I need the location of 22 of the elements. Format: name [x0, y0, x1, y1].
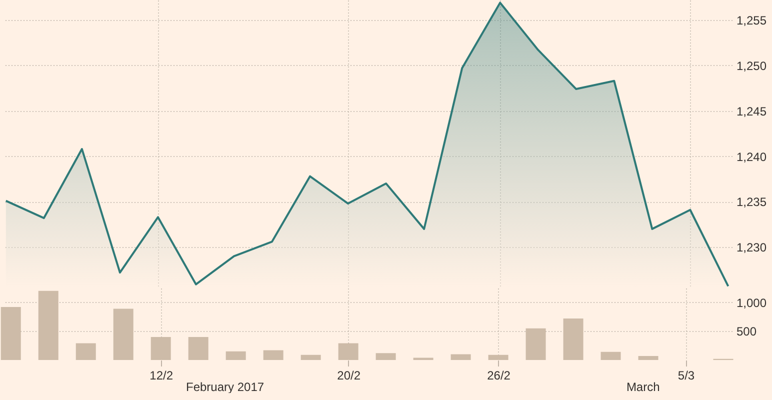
y-tick-label: 1,250	[736, 58, 767, 73]
bar	[263, 350, 284, 360]
bar	[300, 354, 321, 360]
text: March	[626, 380, 660, 394]
x-tick-label: 20/2	[337, 368, 361, 382]
bar	[450, 354, 471, 360]
bar	[600, 352, 621, 360]
bar	[376, 353, 396, 360]
bar	[188, 336, 208, 360]
y-tick-label: 1,255	[736, 13, 767, 28]
y-tick-label: 1,235	[736, 195, 767, 210]
bar	[76, 343, 96, 360]
x-tick-label: 12/2	[150, 368, 174, 382]
y-tick-label: 1,240	[736, 150, 767, 164]
x-tick-label: 26/2	[487, 368, 511, 382]
x-tick-label: 5/3	[678, 368, 695, 382]
y-tick-label: 1,230	[736, 240, 767, 255]
bar	[226, 351, 246, 360]
y-tick-label: 500	[736, 324, 757, 339]
bar	[638, 356, 658, 360]
y-tick-label: 1,000	[736, 296, 767, 310]
y-tick-label: 1,245	[736, 104, 767, 118]
